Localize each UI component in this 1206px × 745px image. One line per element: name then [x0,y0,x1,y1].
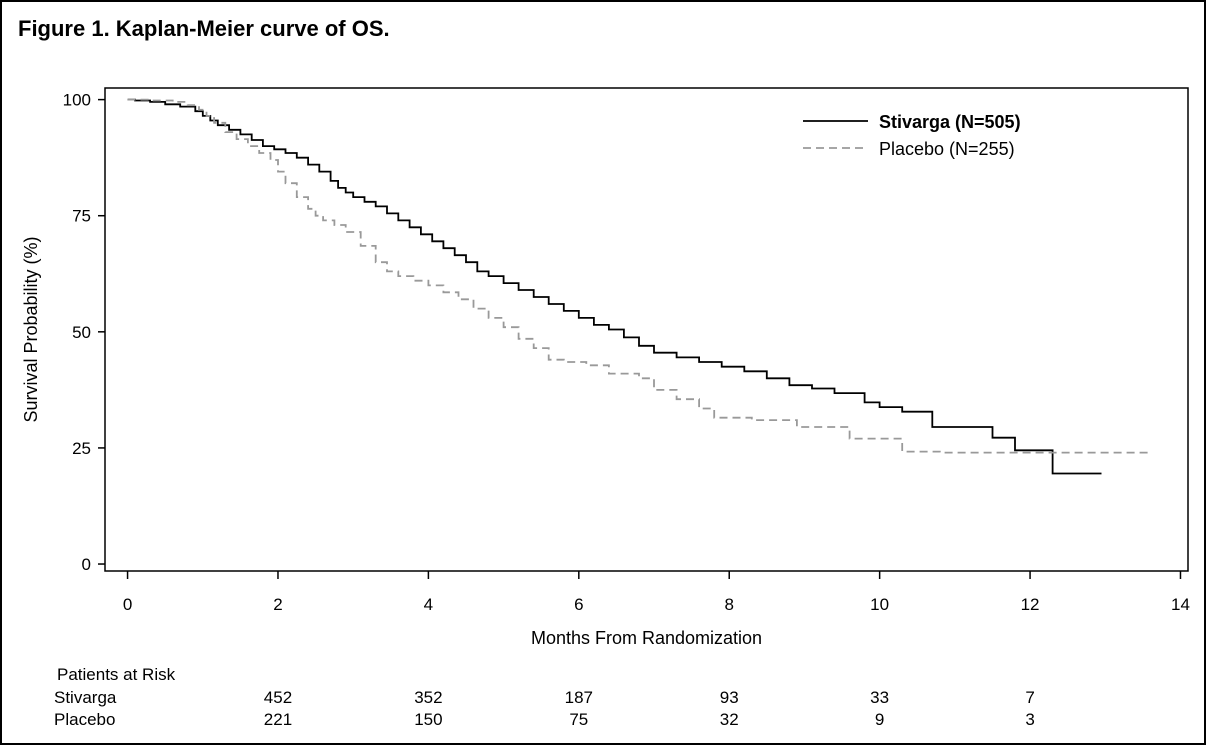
risk-count: 221 [264,710,292,729]
risk-count: 187 [565,688,593,707]
risk-count: 7 [1025,688,1034,707]
x-tick-label: 8 [724,595,733,614]
risk-count: 352 [414,688,442,707]
risk-count: 3 [1025,710,1034,729]
x-tick-label: 10 [870,595,889,614]
y-tick-label: 50 [72,323,91,342]
stivarga-curve [127,98,1102,475]
figure-title: Figure 1. Kaplan-Meier curve of OS. [18,16,390,41]
risk-table-header: Patients at Risk [57,665,176,684]
y-tick-label: 100 [63,91,91,110]
risk-count: 33 [870,688,889,707]
x-tick-label: 2 [273,595,282,614]
legend-label: Placebo (N=255) [879,139,1015,159]
y-tick-label: 75 [72,207,91,226]
x-tick-label: 12 [1021,595,1040,614]
series-layer [127,98,1151,475]
risk-count: 75 [569,710,588,729]
y-tick-label: 25 [72,439,91,458]
risk-count: 452 [264,688,292,707]
x-tick-label: 14 [1171,595,1190,614]
risk-count: 9 [875,710,884,729]
x-axis-title: Months From Randomization [531,628,762,648]
x-tick-label: 0 [123,595,132,614]
risk-row-label: Placebo [54,710,115,729]
placebo-curve [127,98,1151,454]
risk-count: 93 [720,688,739,707]
plot-frame [104,87,1189,572]
risk-count: 32 [720,710,739,729]
legend-label: Stivarga (N=505) [879,112,1021,132]
risk-row-label: Stivarga [54,688,117,707]
x-tick-label: 4 [424,595,433,614]
y-tick-label: 0 [82,555,91,574]
legend: Stivarga (N=505) Placebo (N=255) [803,112,1021,159]
x-tick-label: 6 [574,595,583,614]
risk-count: 150 [414,710,442,729]
y-axis-title: Survival Probability (%) [21,236,41,422]
axes: 0 25 50 75 100 0 2 4 6 8 10 12 14 Months From Randomi… [21,91,1190,648]
